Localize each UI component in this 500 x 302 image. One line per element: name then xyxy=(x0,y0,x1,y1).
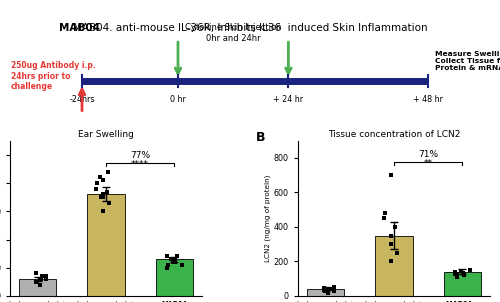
Bar xyxy=(156,259,194,296)
Text: + 24 hr: + 24 hr xyxy=(274,95,304,104)
Point xyxy=(457,268,465,273)
Point xyxy=(466,268,474,272)
Point xyxy=(100,192,108,197)
Point xyxy=(99,178,107,183)
Point xyxy=(162,254,170,259)
Point xyxy=(450,272,458,277)
Text: Measure Swelling
Collect Tissue for
Protein & mRNA: Measure Swelling Collect Tissue for Prot… xyxy=(435,51,500,71)
Text: + 48 hr: + 48 hr xyxy=(412,95,442,104)
Point xyxy=(330,285,338,290)
Point xyxy=(325,287,333,291)
Point xyxy=(453,275,461,279)
Point xyxy=(168,257,175,262)
Y-axis label: LCN2 (ng/mg of protein): LCN2 (ng/mg of protein) xyxy=(264,175,271,262)
Point xyxy=(172,254,180,259)
Bar xyxy=(306,289,344,296)
Point xyxy=(388,242,396,247)
Point xyxy=(100,209,108,214)
Point xyxy=(454,271,462,276)
Point xyxy=(459,270,467,275)
Point xyxy=(167,257,175,262)
Point xyxy=(171,260,179,265)
Text: B: B xyxy=(256,131,266,144)
Point xyxy=(36,282,44,287)
Point xyxy=(104,189,112,194)
Bar xyxy=(18,279,57,296)
Text: MAB04. anti-mouse IL-36R, Inhibits IL36  induced Skin Inflammation: MAB04. anti-mouse IL-36R, Inhibits IL36 … xyxy=(72,23,428,33)
Title: Tissue concentration of LCN2: Tissue concentration of LCN2 xyxy=(328,130,460,139)
Point xyxy=(171,257,179,262)
Point xyxy=(32,271,40,276)
Text: ****: **** xyxy=(131,160,149,169)
Text: Cytokine Skin Injection
0hr and 24hr: Cytokine Skin Injection 0hr and 24hr xyxy=(185,23,282,43)
Point xyxy=(387,173,395,178)
Text: 250ug Antibody i.p.
24hrs prior to
challenge: 250ug Antibody i.p. 24hrs prior to chall… xyxy=(11,62,96,91)
Point xyxy=(164,262,172,267)
Point xyxy=(460,273,468,278)
Point xyxy=(92,181,100,185)
Point xyxy=(326,287,334,291)
Point xyxy=(42,277,50,281)
Point xyxy=(320,288,328,292)
Point xyxy=(380,211,388,216)
Text: 77%: 77% xyxy=(130,151,150,160)
Point xyxy=(324,290,332,295)
Point xyxy=(100,195,108,200)
Point xyxy=(380,216,388,221)
Bar xyxy=(375,236,413,296)
Point xyxy=(104,169,112,174)
Point xyxy=(330,288,338,293)
Bar xyxy=(87,194,125,296)
Point xyxy=(321,288,329,293)
Text: **: ** xyxy=(424,159,432,168)
Text: 71%: 71% xyxy=(418,150,438,159)
Title: Ear Swelling: Ear Swelling xyxy=(78,130,134,139)
Point xyxy=(33,279,41,284)
Bar xyxy=(444,272,482,296)
Point xyxy=(320,286,328,291)
Text: 0 hr: 0 hr xyxy=(170,95,186,104)
Point xyxy=(32,279,40,284)
Point xyxy=(105,201,113,205)
Point xyxy=(38,274,46,279)
Point xyxy=(392,225,400,230)
Text: -24hrs: -24hrs xyxy=(69,95,95,104)
Point xyxy=(162,265,170,270)
Point xyxy=(92,186,100,191)
Point xyxy=(388,233,396,238)
Point xyxy=(37,277,45,281)
Point xyxy=(42,274,50,279)
Point xyxy=(388,259,396,264)
Point xyxy=(450,269,458,274)
Point xyxy=(393,250,401,255)
Point xyxy=(97,195,105,200)
Point xyxy=(169,260,177,265)
Point xyxy=(96,175,104,180)
Text: MAB04: MAB04 xyxy=(59,23,100,33)
Point xyxy=(178,262,186,267)
